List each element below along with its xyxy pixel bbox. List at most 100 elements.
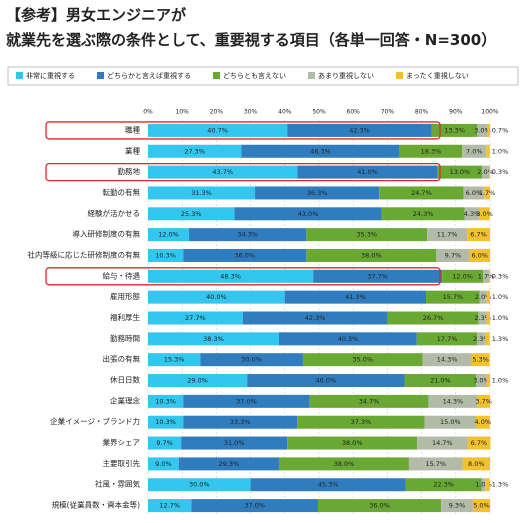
value-label: 36.0%: [369, 502, 390, 510]
bar-segment: [482, 165, 489, 179]
bar-segment: [467, 436, 491, 450]
bar-segment: [148, 311, 243, 325]
value-label: 15.0%: [440, 418, 461, 426]
value-label: 46.0%: [316, 377, 337, 385]
value-label: 1.7%: [478, 272, 495, 280]
bar-segment: [181, 436, 288, 450]
bar-segment: [442, 269, 484, 283]
value-label: 36.3%: [307, 189, 328, 197]
legend-label: あまり重視しない: [318, 71, 374, 80]
value-label: 14.7%: [432, 439, 453, 447]
value-label: 31.0%: [224, 439, 245, 447]
bar-segment: [183, 394, 310, 408]
legend-label: まったく重視しない: [406, 71, 469, 80]
value-label: 6.0%: [471, 251, 488, 259]
value-label: 40.0%: [206, 293, 227, 301]
bar-segment: [477, 332, 486, 346]
value-label: 35.3%: [356, 231, 377, 239]
x-tick-label: 20%: [210, 109, 224, 116]
category-label: 業界シェア: [103, 437, 141, 447]
bar-segment: [426, 290, 480, 304]
value-label: 30.0%: [189, 481, 210, 489]
bar-segment: [148, 228, 190, 242]
bar-segment: [485, 478, 490, 492]
value-label: 33.3%: [230, 418, 251, 426]
value-label: 35.0%: [352, 356, 373, 364]
bar-segment: [486, 144, 490, 158]
bar-segment: [148, 499, 192, 513]
bar-segment: [427, 228, 468, 242]
value-label: 37.0%: [244, 502, 265, 510]
value-label: 43.7%: [212, 168, 233, 176]
legend-swatch: [396, 72, 403, 79]
x-tick-label: 80%: [415, 109, 429, 116]
value-label: 27.7%: [185, 314, 206, 322]
bar-segment: [486, 290, 490, 304]
value-label: 42.3%: [305, 314, 326, 322]
value-label: 14.3%: [443, 397, 464, 405]
bar-segment: [484, 186, 490, 200]
bar-segment: [399, 144, 463, 158]
bar-segment: [148, 353, 201, 367]
bar-segment: [148, 165, 298, 179]
x-tick-label: 0%: [143, 109, 153, 116]
value-label: 38.3%: [203, 335, 224, 343]
bar-segment: [148, 269, 314, 283]
bar-segment: [148, 123, 288, 137]
category-label: 福利厚生: [110, 312, 140, 322]
bar-segment: [486, 374, 490, 388]
value-label: 0.3%: [492, 272, 509, 280]
bar-segment: [255, 186, 380, 200]
bar-segment: [241, 144, 400, 158]
bar-segment: [148, 248, 184, 262]
bar-segment: [387, 311, 479, 325]
bar-segment: [462, 144, 487, 158]
value-label: 3.0%: [476, 210, 493, 218]
bar-segment: [287, 436, 418, 450]
category-label: 転勤の有無: [103, 187, 141, 197]
value-label: 12.0%: [452, 272, 473, 280]
bar-segment: [464, 207, 480, 221]
value-label: 40.3%: [338, 335, 359, 343]
value-label: 1.0%: [492, 314, 509, 322]
value-label: 15.7%: [425, 460, 446, 468]
value-label: 37.3%: [351, 418, 372, 426]
bar-segment: [148, 478, 251, 492]
value-label: 30.0%: [241, 356, 262, 364]
bar-segment: [483, 269, 489, 283]
x-tick-label: 30%: [244, 109, 258, 116]
legend-box: [7, 66, 519, 86]
bar-segment: [148, 290, 285, 304]
bar-segment: [428, 394, 478, 408]
value-label: 6.7%: [470, 231, 487, 239]
value-label: 24.3%: [413, 210, 434, 218]
bar-segment: [309, 394, 429, 408]
value-label: 1.0%: [492, 293, 509, 301]
bar-segment: [148, 186, 256, 200]
value-label: 27.3%: [184, 147, 205, 155]
value-label: 4.0%: [475, 418, 492, 426]
value-label: 22.3%: [433, 481, 454, 489]
bar-segment: [148, 332, 279, 346]
legend-swatch: [97, 72, 104, 79]
x-tick-label: 90%: [449, 109, 463, 116]
bar-segment: [479, 290, 487, 304]
value-label: 29.0%: [187, 377, 208, 385]
value-label: 7.0%: [466, 147, 483, 155]
legend-label: 非常に重視する: [26, 71, 75, 80]
value-label: 29.3%: [219, 460, 240, 468]
value-label: 48.3%: [220, 272, 241, 280]
bar-segment: [488, 165, 490, 179]
value-label: 36.0%: [234, 251, 255, 259]
category-label: 勤務地: [118, 166, 141, 176]
x-tick-label: 40%: [278, 109, 292, 116]
value-label: 1.7%: [479, 189, 496, 197]
highlight-box: [45, 267, 441, 286]
value-label: 31.3%: [191, 189, 212, 197]
value-label: 12.0%: [158, 231, 179, 239]
bar-segment: [200, 353, 303, 367]
value-label: 9.7%: [445, 251, 462, 259]
bar-segment: [234, 207, 382, 221]
highlight-box: [45, 121, 441, 140]
